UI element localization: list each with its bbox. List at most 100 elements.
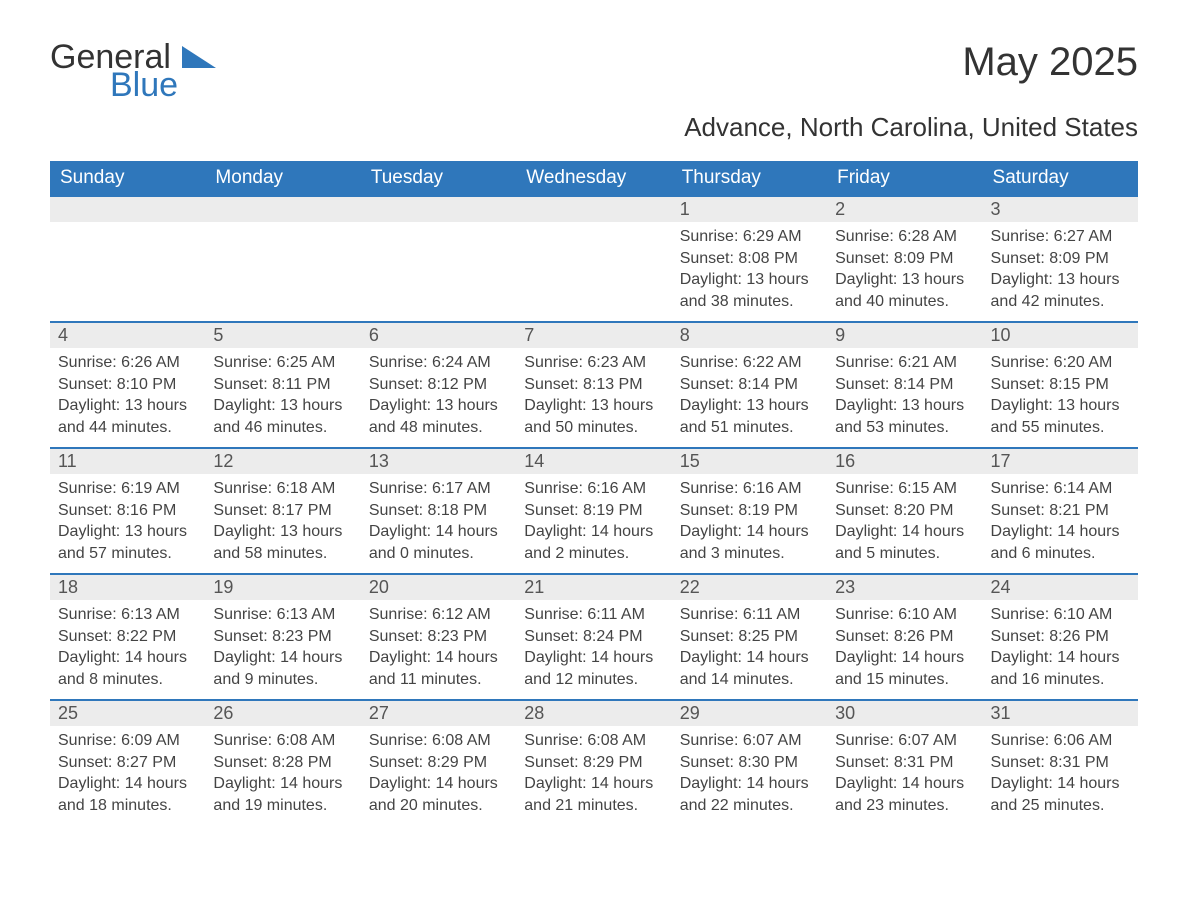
day-content: Sunrise: 6:26 AMSunset: 8:10 PMDaylight:…	[50, 348, 205, 446]
calendar-table: Sunday Monday Tuesday Wednesday Thursday…	[50, 161, 1138, 825]
day-content: Sunrise: 6:06 AMSunset: 8:31 PMDaylight:…	[983, 726, 1138, 824]
day-content: Sunrise: 6:19 AMSunset: 8:16 PMDaylight:…	[50, 474, 205, 572]
day-number: 30	[827, 699, 982, 726]
daylight-text: Daylight: 14 hours and 9 minutes.	[213, 647, 352, 690]
sunset-text: Sunset: 8:19 PM	[524, 500, 663, 522]
sunrise-text: Sunrise: 6:11 AM	[524, 604, 663, 626]
weekday-thursday: Thursday	[672, 161, 827, 195]
day-number: 31	[983, 699, 1138, 726]
calendar-cell: 21Sunrise: 6:11 AMSunset: 8:24 PMDayligh…	[516, 573, 671, 699]
calendar-cell: .	[50, 195, 205, 321]
sunrise-text: Sunrise: 6:28 AM	[835, 226, 974, 248]
calendar-cell: 17Sunrise: 6:14 AMSunset: 8:21 PMDayligh…	[983, 447, 1138, 573]
sunset-text: Sunset: 8:17 PM	[213, 500, 352, 522]
day-content: Sunrise: 6:23 AMSunset: 8:13 PMDaylight:…	[516, 348, 671, 446]
daylight-text: Daylight: 14 hours and 25 minutes.	[991, 773, 1130, 816]
daylight-text: Daylight: 14 hours and 8 minutes.	[58, 647, 197, 690]
daylight-text: Daylight: 14 hours and 19 minutes.	[213, 773, 352, 816]
day-number: 1	[672, 195, 827, 222]
calendar-cell: 20Sunrise: 6:12 AMSunset: 8:23 PMDayligh…	[361, 573, 516, 699]
day-content: Sunrise: 6:14 AMSunset: 8:21 PMDaylight:…	[983, 474, 1138, 572]
sunrise-text: Sunrise: 6:07 AM	[680, 730, 819, 752]
sunrise-text: Sunrise: 6:09 AM	[58, 730, 197, 752]
weekday-wednesday: Wednesday	[516, 161, 671, 195]
calendar-row: 25Sunrise: 6:09 AMSunset: 8:27 PMDayligh…	[50, 699, 1138, 825]
daylight-text: Daylight: 14 hours and 20 minutes.	[369, 773, 508, 816]
calendar-cell: 5Sunrise: 6:25 AMSunset: 8:11 PMDaylight…	[205, 321, 360, 447]
day-number: 19	[205, 573, 360, 600]
day-number: 3	[983, 195, 1138, 222]
sunset-text: Sunset: 8:11 PM	[213, 374, 352, 396]
day-content: Sunrise: 6:20 AMSunset: 8:15 PMDaylight:…	[983, 348, 1138, 446]
sunrise-text: Sunrise: 6:27 AM	[991, 226, 1130, 248]
sunset-text: Sunset: 8:13 PM	[524, 374, 663, 396]
weekday-saturday: Saturday	[983, 161, 1138, 195]
day-number: 20	[361, 573, 516, 600]
weekday-tuesday: Tuesday	[361, 161, 516, 195]
sunrise-text: Sunrise: 6:13 AM	[58, 604, 197, 626]
sunset-text: Sunset: 8:14 PM	[680, 374, 819, 396]
sunrise-text: Sunrise: 6:19 AM	[58, 478, 197, 500]
day-content: Sunrise: 6:10 AMSunset: 8:26 PMDaylight:…	[983, 600, 1138, 698]
calendar-cell: 19Sunrise: 6:13 AMSunset: 8:23 PMDayligh…	[205, 573, 360, 699]
day-content: Sunrise: 6:11 AMSunset: 8:24 PMDaylight:…	[516, 600, 671, 698]
daylight-text: Daylight: 13 hours and 57 minutes.	[58, 521, 197, 564]
calendar-cell: 25Sunrise: 6:09 AMSunset: 8:27 PMDayligh…	[50, 699, 205, 825]
day-content: Sunrise: 6:22 AMSunset: 8:14 PMDaylight:…	[672, 348, 827, 446]
daylight-text: Daylight: 14 hours and 23 minutes.	[835, 773, 974, 816]
calendar-cell: 11Sunrise: 6:19 AMSunset: 8:16 PMDayligh…	[50, 447, 205, 573]
day-content: Sunrise: 6:13 AMSunset: 8:23 PMDaylight:…	[205, 600, 360, 698]
day-number: 18	[50, 573, 205, 600]
sunset-text: Sunset: 8:09 PM	[835, 248, 974, 270]
day-content: Sunrise: 6:16 AMSunset: 8:19 PMDaylight:…	[516, 474, 671, 572]
day-number: 14	[516, 447, 671, 474]
calendar-cell: 3Sunrise: 6:27 AMSunset: 8:09 PMDaylight…	[983, 195, 1138, 321]
calendar-cell: 4Sunrise: 6:26 AMSunset: 8:10 PMDaylight…	[50, 321, 205, 447]
calendar-cell: 14Sunrise: 6:16 AMSunset: 8:19 PMDayligh…	[516, 447, 671, 573]
daylight-text: Daylight: 13 hours and 53 minutes.	[835, 395, 974, 438]
sunrise-text: Sunrise: 6:08 AM	[369, 730, 508, 752]
daylight-text: Daylight: 14 hours and 2 minutes.	[524, 521, 663, 564]
day-content: Sunrise: 6:15 AMSunset: 8:20 PMDaylight:…	[827, 474, 982, 572]
sunset-text: Sunset: 8:25 PM	[680, 626, 819, 648]
day-content: Sunrise: 6:16 AMSunset: 8:19 PMDaylight:…	[672, 474, 827, 572]
day-number: 25	[50, 699, 205, 726]
day-number: 11	[50, 447, 205, 474]
day-content: Sunrise: 6:27 AMSunset: 8:09 PMDaylight:…	[983, 222, 1138, 320]
sunset-text: Sunset: 8:16 PM	[58, 500, 197, 522]
calendar-cell: 2Sunrise: 6:28 AMSunset: 8:09 PMDaylight…	[827, 195, 982, 321]
day-content: Sunrise: 6:13 AMSunset: 8:22 PMDaylight:…	[50, 600, 205, 698]
sunset-text: Sunset: 8:29 PM	[369, 752, 508, 774]
sunset-text: Sunset: 8:10 PM	[58, 374, 197, 396]
day-content: Sunrise: 6:07 AMSunset: 8:31 PMDaylight:…	[827, 726, 982, 824]
calendar-cell: 31Sunrise: 6:06 AMSunset: 8:31 PMDayligh…	[983, 699, 1138, 825]
sunset-text: Sunset: 8:21 PM	[991, 500, 1130, 522]
daylight-text: Daylight: 13 hours and 38 minutes.	[680, 269, 819, 312]
day-number: 15	[672, 447, 827, 474]
sunrise-text: Sunrise: 6:17 AM	[369, 478, 508, 500]
calendar-cell: 23Sunrise: 6:10 AMSunset: 8:26 PMDayligh…	[827, 573, 982, 699]
sunrise-text: Sunrise: 6:21 AM	[835, 352, 974, 374]
calendar-cell: 7Sunrise: 6:23 AMSunset: 8:13 PMDaylight…	[516, 321, 671, 447]
day-number: 28	[516, 699, 671, 726]
sunrise-text: Sunrise: 6:10 AM	[835, 604, 974, 626]
sunset-text: Sunset: 8:22 PM	[58, 626, 197, 648]
calendar-cell: 9Sunrise: 6:21 AMSunset: 8:14 PMDaylight…	[827, 321, 982, 447]
sunset-text: Sunset: 8:28 PM	[213, 752, 352, 774]
sunrise-text: Sunrise: 6:07 AM	[835, 730, 974, 752]
day-number: 16	[827, 447, 982, 474]
sunset-text: Sunset: 8:18 PM	[369, 500, 508, 522]
weekday-monday: Monday	[205, 161, 360, 195]
daylight-text: Daylight: 14 hours and 15 minutes.	[835, 647, 974, 690]
sunset-text: Sunset: 8:08 PM	[680, 248, 819, 270]
calendar-body: ....1Sunrise: 6:29 AMSunset: 8:08 PMDayl…	[50, 195, 1138, 825]
day-content: Sunrise: 6:07 AMSunset: 8:30 PMDaylight:…	[672, 726, 827, 824]
sunrise-text: Sunrise: 6:22 AM	[680, 352, 819, 374]
sunset-text: Sunset: 8:12 PM	[369, 374, 508, 396]
calendar-cell: 28Sunrise: 6:08 AMSunset: 8:29 PMDayligh…	[516, 699, 671, 825]
daylight-text: Daylight: 13 hours and 44 minutes.	[58, 395, 197, 438]
daylight-text: Daylight: 14 hours and 21 minutes.	[524, 773, 663, 816]
calendar-cell: 8Sunrise: 6:22 AMSunset: 8:14 PMDaylight…	[672, 321, 827, 447]
sunrise-text: Sunrise: 6:08 AM	[213, 730, 352, 752]
day-number: 27	[361, 699, 516, 726]
